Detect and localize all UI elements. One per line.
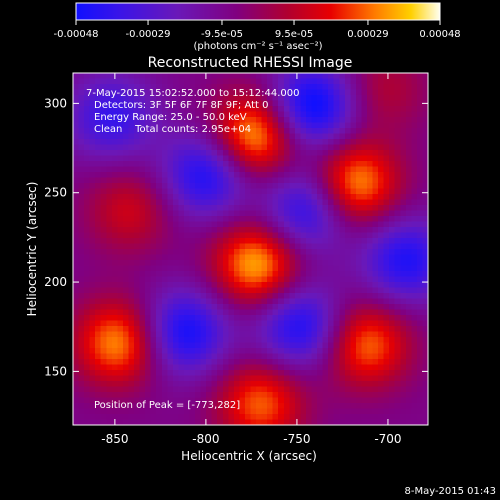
- colorbar-tick-label: 0.00029: [347, 29, 388, 40]
- colorbar-tick-label: -0.00029: [126, 29, 171, 40]
- plot-frame: [72, 72, 429, 426]
- footer-date: 8-May-2015 01:43: [404, 486, 496, 497]
- y-tick-label: 300: [44, 96, 67, 110]
- x-axis-label: Heliocentric X (arcsec): [181, 449, 317, 463]
- x-axis: -850 -800 -750 -700: [101, 73, 402, 446]
- y-axis-label: Heliocentric Y (arcsec): [25, 182, 39, 317]
- x-tick-label: -800: [192, 432, 219, 446]
- peak-position-label: Position of Peak = [-773,282]: [94, 400, 240, 411]
- info-annotation: 7-May-2015 15:02:52.000 to 15:12:44.000 …: [86, 88, 299, 135]
- x-tick-label: -700: [374, 432, 401, 446]
- colorbar-tick-label: 9.5e-05: [275, 29, 313, 40]
- heatmap-raster: [73, 73, 428, 425]
- y-axis: 150 200 250 300: [44, 96, 428, 378]
- x-tick-label: -750: [283, 432, 310, 446]
- y-tick-label: 200: [44, 275, 67, 289]
- colorbar-tick-label: -9.5e-05: [201, 29, 243, 40]
- info-line-energy: Energy Range: 25.0 - 50.0 keV: [94, 112, 247, 123]
- colorbar-unit-label: (photons cm⁻² s⁻¹ asec⁻²): [193, 41, 322, 52]
- x-tick-label: -850: [101, 432, 128, 446]
- colorbar-gradient: [75, 2, 441, 21]
- colorbar-ticks: -0.00048 -0.00029 -9.5e-05 9.5e-05 0.00029 0.…: [54, 20, 461, 40]
- colorbar-tick-label: 0.00048: [419, 29, 460, 40]
- chart-title: Reconstructed RHESSI Image: [148, 55, 353, 71]
- info-line-detectors: Detectors: 3F 5F 6F 7F 8F 9F; Att 0: [94, 100, 269, 111]
- y-tick-label: 250: [44, 186, 67, 200]
- colorbar: -0.00048 -0.00029 -9.5e-05 9.5e-05 0.00029 0.…: [54, 2, 461, 52]
- info-line-counts: Clean Total counts: 2.95e+04: [94, 124, 251, 135]
- y-tick-label: 150: [44, 364, 67, 378]
- info-line-time: 7-May-2015 15:02:52.000 to 15:12:44.000: [86, 88, 299, 99]
- colorbar-tick-label: -0.00048: [54, 29, 99, 40]
- heatmap-image: [73, 73, 428, 425]
